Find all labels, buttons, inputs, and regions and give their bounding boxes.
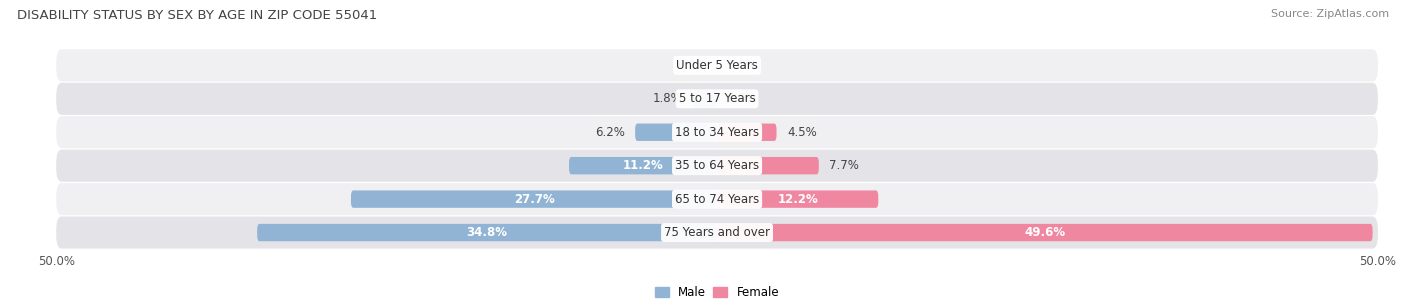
FancyBboxPatch shape [257, 224, 717, 241]
FancyBboxPatch shape [56, 183, 1378, 215]
Text: 12.2%: 12.2% [778, 193, 818, 206]
Legend: Male, Female: Male, Female [650, 281, 785, 304]
Text: Under 5 Years: Under 5 Years [676, 59, 758, 72]
FancyBboxPatch shape [717, 123, 776, 141]
FancyBboxPatch shape [56, 49, 1378, 81]
Text: 34.8%: 34.8% [467, 226, 508, 239]
Text: 27.7%: 27.7% [513, 193, 554, 206]
Text: 18 to 34 Years: 18 to 34 Years [675, 126, 759, 139]
FancyBboxPatch shape [636, 123, 717, 141]
FancyBboxPatch shape [717, 157, 818, 174]
FancyBboxPatch shape [717, 224, 1372, 241]
FancyBboxPatch shape [352, 190, 717, 208]
FancyBboxPatch shape [56, 216, 1378, 249]
Text: 75 Years and over: 75 Years and over [664, 226, 770, 239]
Text: Source: ZipAtlas.com: Source: ZipAtlas.com [1271, 9, 1389, 19]
FancyBboxPatch shape [717, 190, 879, 208]
Text: 1.8%: 1.8% [652, 92, 683, 105]
FancyBboxPatch shape [56, 116, 1378, 148]
Text: 0.0%: 0.0% [676, 59, 706, 72]
Text: 0.0%: 0.0% [728, 59, 758, 72]
Text: 65 to 74 Years: 65 to 74 Years [675, 193, 759, 206]
FancyBboxPatch shape [693, 90, 717, 108]
FancyBboxPatch shape [569, 157, 717, 174]
Text: 4.5%: 4.5% [787, 126, 817, 139]
Text: 0.0%: 0.0% [728, 92, 758, 105]
Text: 6.2%: 6.2% [595, 126, 624, 139]
Text: 7.7%: 7.7% [830, 159, 859, 172]
Text: 11.2%: 11.2% [623, 159, 664, 172]
FancyBboxPatch shape [56, 83, 1378, 115]
Text: 35 to 64 Years: 35 to 64 Years [675, 159, 759, 172]
FancyBboxPatch shape [56, 150, 1378, 182]
Text: 49.6%: 49.6% [1024, 226, 1066, 239]
Text: 5 to 17 Years: 5 to 17 Years [679, 92, 755, 105]
Text: DISABILITY STATUS BY SEX BY AGE IN ZIP CODE 55041: DISABILITY STATUS BY SEX BY AGE IN ZIP C… [17, 9, 377, 22]
